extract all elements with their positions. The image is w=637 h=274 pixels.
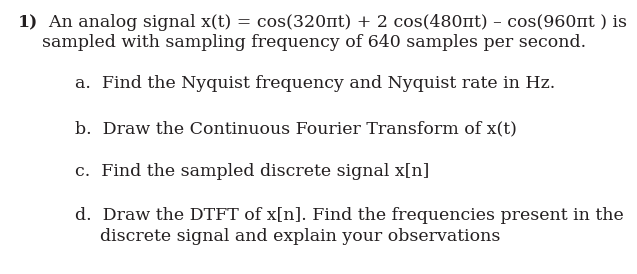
Text: c.  Find the sampled discrete signal x[n]: c. Find the sampled discrete signal x[n] [75, 163, 429, 180]
Text: a.  Find the Nyquist frequency and Nyquist rate in Hz.: a. Find the Nyquist frequency and Nyquis… [75, 75, 555, 92]
Text: discrete signal and explain your observations: discrete signal and explain your observa… [100, 228, 501, 245]
Text: d.  Draw the DTFT of x[n]. Find the frequencies present in the: d. Draw the DTFT of x[n]. Find the frequ… [75, 207, 624, 224]
Text: sampled with sampling frequency of 640 samples per second.: sampled with sampling frequency of 640 s… [42, 34, 586, 51]
Text: b.  Draw the Continuous Fourier Transform of x(t): b. Draw the Continuous Fourier Transform… [75, 120, 517, 137]
Text: An analog signal x(t) = cos(320πt) + 2 cos(480πt) – cos(960πt ) is: An analog signal x(t) = cos(320πt) + 2 c… [38, 14, 627, 31]
Text: 1): 1) [18, 14, 38, 31]
